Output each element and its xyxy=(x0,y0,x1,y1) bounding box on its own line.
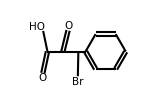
Text: O: O xyxy=(38,73,46,83)
Text: HO: HO xyxy=(30,22,45,32)
Text: O: O xyxy=(64,21,72,31)
Text: Br: Br xyxy=(72,77,83,87)
